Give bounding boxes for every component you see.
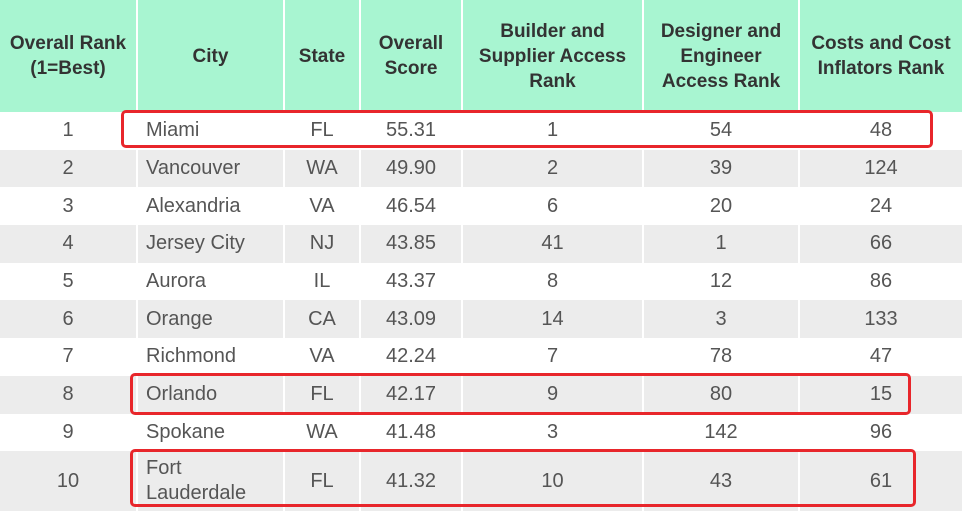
city-cell: Spokane bbox=[137, 413, 285, 452]
builder-rank-cell: 14 bbox=[462, 300, 644, 339]
designer-rank-cell: 43 bbox=[643, 451, 800, 511]
header-costs-rank: Costs and Cost Inflators Rank bbox=[799, 0, 962, 112]
costs-rank-cell: 15 bbox=[799, 375, 962, 414]
state-cell: IL bbox=[284, 262, 361, 301]
score-cell: 46.54 bbox=[360, 187, 463, 226]
score-cell: 55.31 bbox=[360, 112, 463, 150]
costs-rank-cell: 24 bbox=[869, 194, 893, 217]
designer-rank-cell: 20 bbox=[643, 187, 800, 226]
designer-rank-cell: 12 bbox=[643, 262, 800, 301]
rank-cell: 6 bbox=[0, 300, 138, 339]
builder-rank-cell: 3 bbox=[462, 413, 644, 452]
score-cell: 41.48 bbox=[360, 413, 463, 452]
header-overall-rank: Overall Rank (1=Best) bbox=[0, 0, 138, 112]
table-row: 8 Orlando FL 42.17 9 80 15 bbox=[0, 375, 962, 414]
city-cell: Aurora bbox=[137, 262, 285, 301]
designer-rank-cell: 54 bbox=[643, 112, 800, 150]
score-cell: 43.09 bbox=[360, 300, 463, 339]
score-cell: 41.32 bbox=[360, 451, 463, 511]
table-row: 7 Richmond VA 42.24 7 78 47 bbox=[0, 338, 962, 376]
header-designer-engineer-rank: Designer and Engineer Access Rank bbox=[643, 0, 800, 112]
costs-rank-cell: 124 bbox=[799, 149, 962, 188]
city-cell: Jersey City bbox=[137, 225, 285, 263]
state-cell: FL bbox=[284, 375, 361, 414]
builder-rank-cell: 7 bbox=[462, 338, 644, 376]
score-cell: 42.17 bbox=[360, 375, 463, 414]
state-cell: VA bbox=[284, 187, 361, 226]
rank-cell: 4 bbox=[0, 225, 138, 263]
builder-rank-cell: 8 bbox=[462, 262, 644, 301]
rank-cell: 2 bbox=[0, 149, 138, 188]
header-builder-supplier-rank: Builder and Supplier Access Rank bbox=[462, 0, 644, 112]
builder-rank-cell: 2 bbox=[462, 149, 644, 188]
state-cell: FL bbox=[284, 451, 361, 511]
table-row: 1 Miami FL 55.31 1 54 48 bbox=[0, 112, 962, 150]
designer-rank-cell: 3 bbox=[643, 300, 800, 339]
rank-cell: 3 bbox=[0, 187, 138, 226]
state-cell: WA bbox=[284, 413, 361, 452]
rank-cell: 10 bbox=[0, 451, 138, 511]
costs-rank-cell: 47 bbox=[869, 345, 893, 368]
city-cell: Vancouver bbox=[137, 149, 285, 188]
costs-rank-cell: 61 bbox=[799, 451, 962, 511]
state-cell: CA bbox=[284, 300, 361, 339]
city-cell: Alexandria bbox=[137, 187, 285, 226]
builder-rank-cell: 1 bbox=[462, 112, 644, 150]
state-cell: FL bbox=[284, 112, 361, 150]
table-row: 10 Fort Lauderdale FL 41.32 10 43 61 bbox=[0, 451, 962, 511]
state-cell: VA bbox=[284, 338, 361, 376]
table-row: 3 Alexandria VA 46.54 6 20 24 bbox=[0, 187, 962, 226]
costs-rank-cell: 86 bbox=[869, 270, 893, 293]
table-row: 5 Aurora IL 43.37 8 12 86 bbox=[0, 262, 962, 301]
builder-rank-cell: 10 bbox=[462, 451, 644, 511]
rank-cell: 5 bbox=[0, 262, 138, 301]
table-row: 4 Jersey City NJ 43.85 41 1 66 bbox=[0, 225, 962, 263]
city-cell: Miami bbox=[137, 112, 285, 150]
builder-rank-cell: 9 bbox=[462, 375, 644, 414]
designer-rank-cell: 1 bbox=[643, 225, 800, 263]
builder-rank-cell: 41 bbox=[462, 225, 644, 263]
designer-rank-cell: 39 bbox=[643, 149, 800, 188]
city-cell: Orange bbox=[137, 300, 285, 339]
designer-rank-cell: 142 bbox=[643, 413, 800, 452]
builder-rank-cell: 6 bbox=[462, 187, 644, 226]
rank-cell: 9 bbox=[0, 413, 138, 452]
costs-rank-cell: 96 bbox=[869, 420, 893, 443]
table-row: 6 Orange CA 43.09 14 3 133 bbox=[0, 300, 962, 339]
state-cell: WA bbox=[284, 149, 361, 188]
state-cell: NJ bbox=[284, 225, 361, 263]
rank-cell: 7 bbox=[0, 338, 138, 376]
score-cell: 43.37 bbox=[360, 262, 463, 301]
city-cell: Richmond bbox=[137, 338, 285, 376]
costs-rank-cell: 133 bbox=[799, 300, 962, 339]
score-cell: 43.85 bbox=[360, 225, 463, 263]
header-overall-score: Overall Score bbox=[360, 0, 463, 112]
city-cell: Fort Lauderdale bbox=[137, 451, 285, 511]
designer-rank-cell: 80 bbox=[643, 375, 800, 414]
table-row: 9 Spokane WA 41.48 3 142 96 bbox=[0, 413, 962, 452]
table-row: 2 Vancouver WA 49.90 2 39 124 bbox=[0, 149, 962, 188]
header-state: State bbox=[284, 0, 361, 112]
costs-rank-cell: 66 bbox=[799, 225, 962, 263]
rank-cell: 1 bbox=[0, 112, 138, 150]
header-city: City bbox=[137, 0, 285, 112]
score-cell: 42.24 bbox=[360, 338, 463, 376]
rank-cell: 8 bbox=[0, 375, 138, 414]
city-cell: Orlando bbox=[137, 375, 285, 414]
score-cell: 49.90 bbox=[360, 149, 463, 188]
designer-rank-cell: 78 bbox=[643, 338, 800, 376]
header-row: Overall Rank (1=Best) City State Overall… bbox=[0, 0, 962, 112]
costs-rank-cell: 48 bbox=[869, 119, 893, 142]
